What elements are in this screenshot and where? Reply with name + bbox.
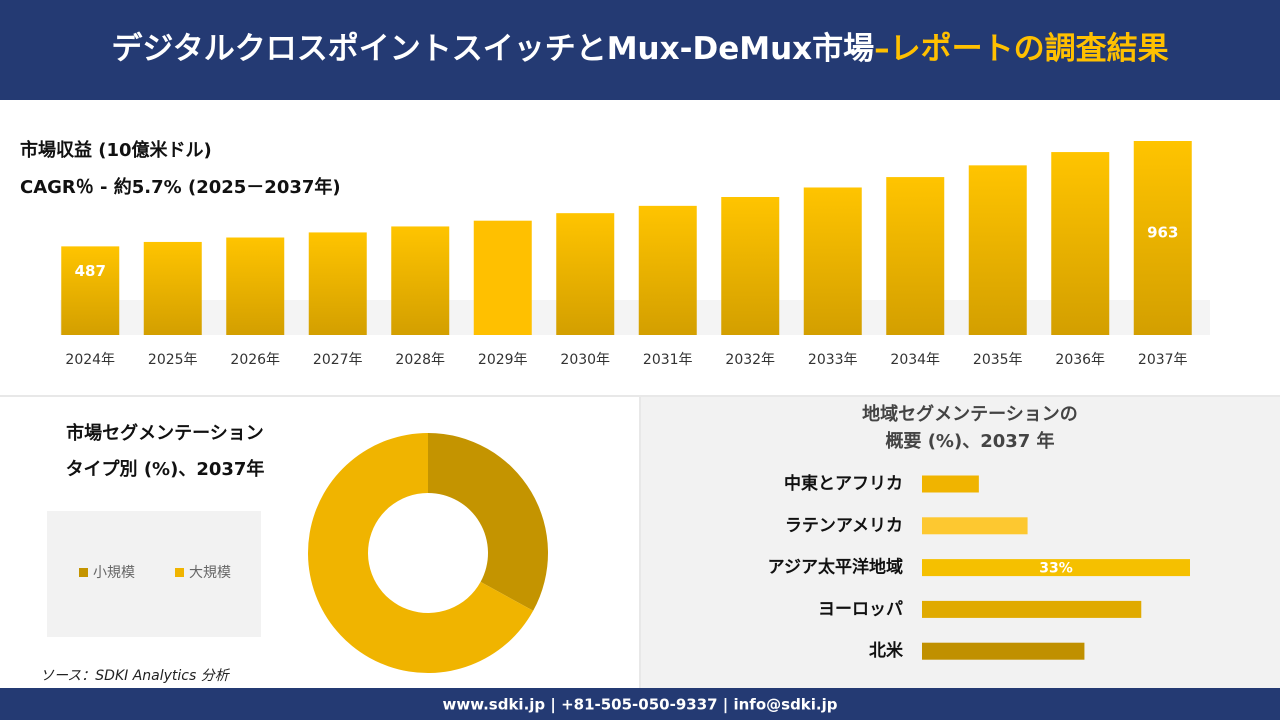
x-tick-label: 2028年	[395, 352, 445, 368]
bar	[556, 213, 615, 335]
chart-title: 市場収益 (10億米ドル)	[20, 139, 212, 161]
x-tick-label: 2025年	[148, 352, 198, 368]
bar	[721, 197, 780, 335]
bar	[143, 241, 202, 335]
chart-subtitle: 概要 (%)、2037 年	[885, 430, 1054, 452]
bar	[922, 475, 979, 493]
x-tick-label: 2034年	[890, 352, 940, 368]
bar	[922, 642, 1085, 660]
x-tick-label: 2026年	[230, 352, 280, 368]
y-tick-label: ヨーロッパ	[818, 599, 903, 619]
bar	[226, 237, 285, 335]
bar	[473, 220, 532, 335]
x-tick-label: 2024年	[65, 352, 115, 368]
bar	[61, 246, 120, 335]
x-tick-label: 2031年	[643, 352, 693, 368]
data-label: 487	[75, 262, 106, 280]
chart-subtitle: CAGR％ - 約5.7% (2025－2037年)	[20, 176, 341, 198]
bar	[308, 232, 367, 335]
bar	[922, 517, 1028, 535]
legend-swatch	[79, 568, 88, 577]
x-tick-label: 2030年	[560, 352, 610, 368]
y-tick-label: 北米	[869, 640, 904, 661]
footer-band	[0, 688, 1280, 720]
donut-slice	[308, 433, 534, 673]
legend-swatch	[175, 568, 184, 577]
x-tick-label: 2032年	[725, 352, 775, 368]
header-title: デジタルクロスポイントスイッチとMux-DeMux市場–レポートの調査結果	[111, 31, 1168, 67]
x-tick-label: 2037年	[1138, 352, 1188, 368]
title-main: デジタルクロスポイントスイッチとMux-DeMux市場	[111, 31, 874, 67]
bar	[391, 226, 450, 335]
data-label: 963	[1147, 224, 1178, 242]
region-panel	[641, 397, 1280, 688]
legend-label: 小規模	[93, 565, 135, 581]
bar	[922, 600, 1142, 618]
source: ソース：SDKI Analytics 分析	[40, 668, 231, 684]
data-label: 33%	[1039, 561, 1073, 577]
x-tick-label: 2033年	[808, 352, 858, 368]
bar	[922, 559, 1190, 577]
x-tick-label: 2027年	[313, 352, 363, 368]
x-tick-label: 2036年	[1055, 352, 1105, 368]
y-tick-label: ラテンアメリカ	[785, 516, 903, 536]
x-tick-label: 2029年	[478, 352, 528, 368]
bar	[968, 165, 1027, 335]
bar	[1133, 141, 1192, 335]
header-band	[0, 0, 1280, 100]
chart-title: 市場セグメンテーション	[66, 422, 264, 444]
bar	[1051, 152, 1110, 335]
bar	[638, 205, 697, 335]
bar	[886, 177, 945, 335]
legend-label: 大規模	[189, 565, 231, 581]
footer: www.sdki.jp | +81-505-050-9337 | info@sd…	[442, 696, 837, 715]
chart-title: 地域セグメンテーションの	[862, 403, 1078, 425]
x-tick-label: 2035年	[973, 352, 1023, 368]
chart-subtitle: タイプ別 (%)、2037年	[66, 458, 265, 480]
title-accent: –レポートの調査結果	[874, 31, 1169, 67]
bar	[803, 187, 862, 335]
y-tick-label: アジア太平洋地域	[768, 557, 903, 578]
donut-slice	[428, 433, 548, 611]
y-tick-label: 中東とアフリカ	[784, 473, 903, 494]
